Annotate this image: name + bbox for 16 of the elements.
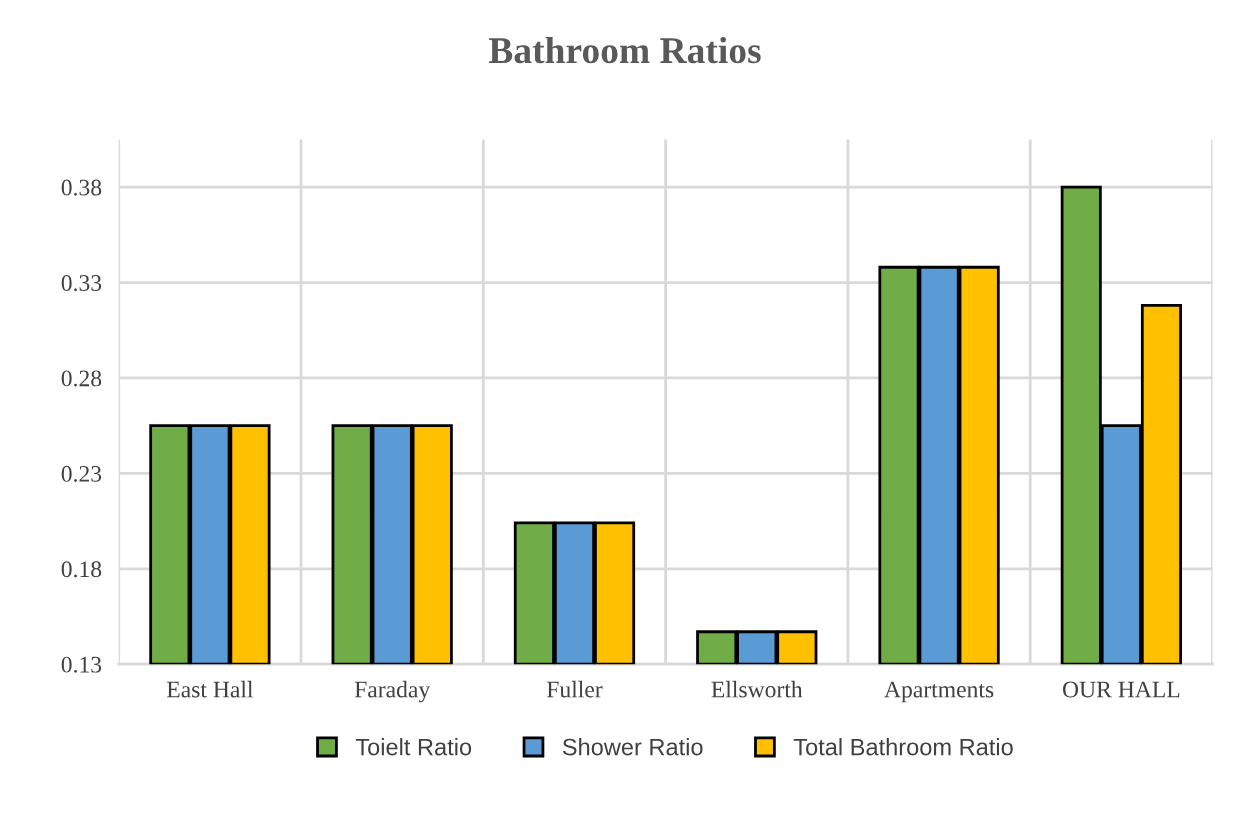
y-tick-label: 0.13	[61, 656, 102, 673]
chart-title: Bathroom Ratios	[488, 36, 761, 64]
legend-label: Shower Ratio	[562, 738, 703, 756]
y-tick-label: 0.23	[61, 465, 102, 482]
x-tick-label: Faraday	[354, 680, 431, 703]
x-tick-label: OUR HALL	[1062, 681, 1180, 698]
x-tick-label: Ellsworth	[711, 680, 803, 698]
y-tick-label: 0.18	[61, 561, 102, 578]
y-tick-label: 0.33	[61, 275, 102, 292]
y-tick-label: 0.28	[61, 370, 102, 387]
legend-label: Toielt Ratio	[355, 738, 472, 756]
x-tick-label: East Hall	[166, 680, 254, 698]
legend-label: Total Bathroom Ratio	[793, 738, 1013, 756]
x-tick-label: Apartments	[884, 681, 994, 703]
x-tick-label: Fuller	[546, 680, 603, 698]
y-tick-label: 0.38	[61, 179, 102, 196]
